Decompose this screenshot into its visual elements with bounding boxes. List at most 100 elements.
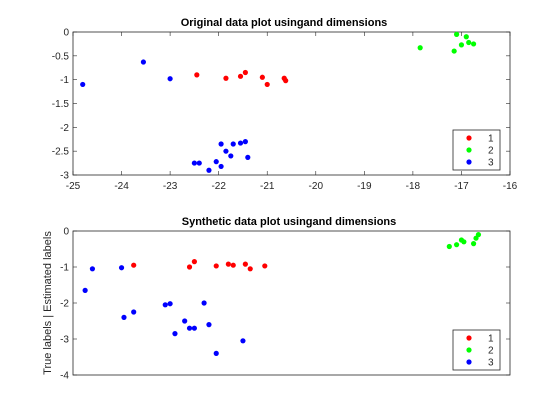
y-tick-label: 0 — [63, 227, 69, 238]
x-tick-label: -24 — [114, 181, 129, 192]
legend-label: 3 — [488, 358, 494, 369]
data-point-series-3 — [191, 325, 197, 331]
y-tick-label: -4 — [60, 371, 69, 382]
data-point-series-1 — [259, 74, 265, 80]
chart-title: Original data plot usingand dimensions — [181, 17, 388, 29]
data-point-series-3 — [223, 148, 229, 154]
legend-box — [452, 129, 501, 171]
legend: 123 — [452, 129, 501, 171]
data-point-series-2 — [470, 41, 477, 47]
data-point-series-2 — [475, 232, 482, 238]
chart-synthetic: Synthetic data plot usingand dimensions … — [42, 216, 511, 382]
data-point-series-3 — [191, 160, 197, 166]
legend-label: 3 — [488, 158, 494, 169]
data-point-series-2 — [458, 42, 465, 48]
data-point-series-2 — [451, 48, 457, 54]
data-point-series-2 — [466, 39, 472, 46]
data-point-series-3 — [201, 300, 207, 306]
y-tick-label: 0 — [63, 28, 69, 39]
legend-label: 1 — [488, 134, 494, 145]
data-point-series-1 — [223, 75, 229, 81]
data-point-series-1 — [186, 264, 193, 270]
legend-marker — [466, 147, 472, 153]
x-tick-label: -18 — [406, 181, 421, 192]
x-tick-label: -22 — [211, 181, 226, 192]
data-points — [80, 31, 477, 173]
plot-area — [72, 31, 511, 176]
legend-marker — [466, 359, 472, 365]
data-point-series-3 — [167, 76, 173, 82]
data-point-series-3 — [245, 154, 251, 160]
data-point-series-1 — [237, 73, 244, 79]
chart-original: Original data plot usingand dimensions 0… — [52, 17, 518, 192]
chart-title: Synthetic data plot usingand dimensions — [182, 216, 397, 228]
x-tick-label: -23 — [163, 181, 178, 192]
data-point-series-1 — [131, 262, 137, 268]
data-point-series-3 — [213, 159, 219, 165]
data-point-series-1 — [242, 69, 248, 76]
legend-marker — [466, 335, 472, 341]
data-point-series-3 — [80, 81, 86, 88]
legend-label: 1 — [488, 334, 494, 345]
data-point-series-1 — [194, 72, 200, 78]
data-point-series-3 — [172, 331, 178, 337]
data-point-series-3 — [213, 350, 219, 356]
data-points — [82, 232, 482, 356]
y-tick-label: -2.5 — [52, 147, 70, 158]
data-point-series-1 — [191, 259, 197, 265]
legend-label: 2 — [488, 146, 494, 157]
data-point-series-2 — [446, 243, 452, 250]
y-tick-label: -2 — [60, 299, 69, 310]
data-point-series-1 — [242, 261, 248, 267]
x-tick-label: -21 — [260, 181, 275, 192]
legend-marker — [466, 135, 472, 141]
data-point-series-3 — [218, 141, 224, 147]
data-point-series-3 — [230, 141, 236, 147]
x-tick-label: -17 — [454, 181, 469, 192]
y-tick-label: -1.5 — [52, 99, 70, 110]
data-point-series-1 — [225, 261, 231, 267]
data-point-series-3 — [206, 322, 212, 328]
data-point-series-3 — [228, 153, 234, 159]
data-point-series-2 — [453, 31, 460, 37]
y-axis-label: True labels | Estimated labels — [42, 231, 54, 375]
data-point-series-3 — [196, 160, 202, 166]
y-axis: 0 -0.5 -1 -1.5 -2 -2.5 -3 — [52, 28, 510, 182]
legend-marker — [466, 347, 472, 353]
data-point-series-3 — [206, 167, 212, 173]
x-tick-label: -20 — [309, 181, 324, 192]
data-point-series-1 — [283, 78, 289, 84]
data-point-series-3 — [121, 314, 127, 320]
data-point-series-1 — [213, 263, 219, 269]
data-point-series-2 — [470, 241, 477, 247]
x-axis: -25 -24 -23 -22 -21 -20 -19 -18 -17 -16 — [66, 32, 518, 192]
x-tick-label: -25 — [66, 181, 81, 192]
data-point-series-3 — [182, 318, 188, 324]
legend-label: 2 — [488, 346, 494, 357]
data-point-series-1 — [230, 262, 236, 268]
data-point-series-3 — [140, 59, 147, 65]
data-point-series-1 — [247, 266, 253, 272]
data-point-series-3 — [131, 309, 137, 315]
data-point-series-3 — [237, 140, 244, 146]
y-tick-label: -0.5 — [52, 51, 70, 62]
legend-box — [452, 329, 501, 371]
data-point-series-2 — [453, 242, 460, 248]
data-point-series-3 — [218, 163, 224, 170]
data-point-series-3 — [240, 338, 246, 344]
y-tick-label: -3 — [60, 335, 69, 346]
y-tick-label: -1 — [60, 75, 69, 86]
y-tick-label: -3 — [60, 171, 69, 182]
legend-marker — [466, 159, 472, 165]
data-point-series-2 — [417, 45, 423, 51]
x-tick-label: -16 — [503, 181, 518, 192]
legend: 123 — [452, 329, 501, 371]
data-point-series-2 — [463, 34, 469, 40]
data-point-series-3 — [242, 139, 248, 145]
x-tick-label: -19 — [357, 181, 372, 192]
data-point-series-3 — [186, 325, 193, 331]
data-point-series-3 — [82, 287, 88, 293]
data-point-series-3 — [162, 302, 168, 308]
data-point-series-3 — [167, 301, 173, 307]
